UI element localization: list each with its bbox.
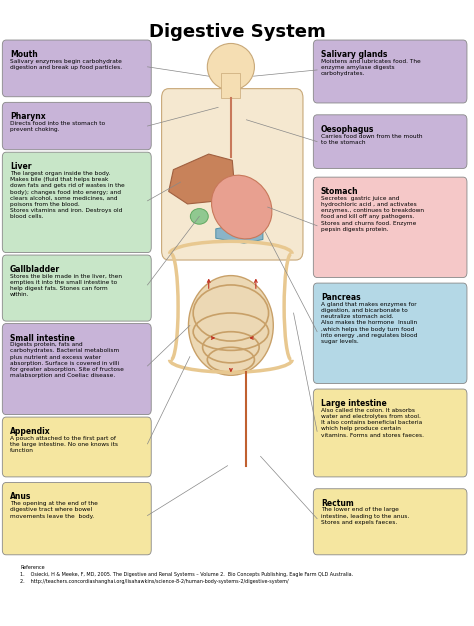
Text: Salivary enzymes begin carbohydrate
digestion and break up food particles.: Salivary enzymes begin carbohydrate dige… — [10, 59, 122, 70]
Text: Anus: Anus — [10, 493, 31, 501]
Text: Stomach: Stomach — [321, 187, 358, 196]
Text: A gland that makes enzymes for
digestion, and bicarbonate to
neutralize stomach : A gland that makes enzymes for digestion… — [321, 302, 417, 344]
Text: Digests protein, fats and
carbohydrates. Bacterial metabolism
plus nutrient and : Digests protein, fats and carbohydrates.… — [10, 342, 124, 378]
FancyBboxPatch shape — [2, 417, 151, 477]
FancyBboxPatch shape — [313, 389, 467, 477]
FancyBboxPatch shape — [313, 40, 467, 103]
Text: The largest organ inside the body.
Makes bile (fluid that helps break
down fats : The largest organ inside the body. Makes… — [10, 171, 125, 219]
Ellipse shape — [191, 208, 208, 224]
Bar — [221, 73, 240, 98]
FancyBboxPatch shape — [313, 489, 467, 555]
FancyBboxPatch shape — [2, 483, 151, 555]
Text: Liver: Liver — [10, 162, 31, 171]
Text: Secretes  gastric juice and
hydrochloric acid , and activates
enzymes., continue: Secretes gastric juice and hydrochloric … — [321, 196, 424, 232]
Text: A pouch attached to the first part of
the large intestine. No one knows its
func: A pouch attached to the first part of th… — [10, 436, 118, 453]
Polygon shape — [216, 223, 263, 243]
FancyBboxPatch shape — [313, 283, 467, 383]
Ellipse shape — [211, 175, 272, 239]
Text: Mouth: Mouth — [10, 50, 37, 59]
FancyBboxPatch shape — [2, 152, 151, 252]
Text: Salivary glands: Salivary glands — [321, 50, 387, 59]
Text: Carries food down from the mouth
to the stomach: Carries food down from the mouth to the … — [321, 133, 422, 145]
Text: Moistens and lubricates food. The
enzyme amylase digests
carbohydrates.: Moistens and lubricates food. The enzyme… — [321, 59, 420, 76]
Text: Large intestine: Large intestine — [321, 399, 387, 408]
Text: Stores the bile made in the liver, then
empties it into the small intestine to
h: Stores the bile made in the liver, then … — [10, 274, 122, 297]
Text: Reference
1.    Osiecki, H & Meeke, F, MD, 2005. The Digestive and Renal Systems: Reference 1. Osiecki, H & Meeke, F, MD, … — [20, 565, 353, 585]
Text: Pancreas: Pancreas — [321, 293, 361, 302]
Text: Rectum: Rectum — [321, 499, 354, 508]
Text: Small intestine: Small intestine — [10, 334, 75, 342]
Text: Directs food into the stomach to
prevent choking.: Directs food into the stomach to prevent… — [10, 121, 105, 132]
FancyBboxPatch shape — [313, 177, 467, 277]
Text: The lower end of the large
intestine, leading to the anus.
Stores and expels fae: The lower end of the large intestine, le… — [321, 508, 409, 525]
Text: Appendix: Appendix — [10, 427, 51, 436]
Text: Pharynx: Pharynx — [10, 112, 46, 121]
FancyBboxPatch shape — [2, 40, 151, 97]
Text: The opening at the end of the
digestive tract where bowel
movements leave the  b: The opening at the end of the digestive … — [10, 501, 98, 518]
Text: Digestive System: Digestive System — [149, 23, 325, 41]
Polygon shape — [169, 154, 235, 204]
FancyBboxPatch shape — [2, 255, 151, 321]
Text: Oesophagus: Oesophagus — [321, 125, 374, 134]
FancyBboxPatch shape — [162, 89, 303, 260]
Ellipse shape — [189, 275, 273, 376]
FancyBboxPatch shape — [2, 102, 151, 150]
FancyBboxPatch shape — [313, 115, 467, 168]
FancyBboxPatch shape — [2, 324, 151, 414]
Ellipse shape — [207, 43, 255, 90]
Text: Also called the colon. It absorbs
water and electrolytes from stool.
It also con: Also called the colon. It absorbs water … — [321, 408, 424, 438]
Text: Gallbladder: Gallbladder — [10, 265, 60, 274]
